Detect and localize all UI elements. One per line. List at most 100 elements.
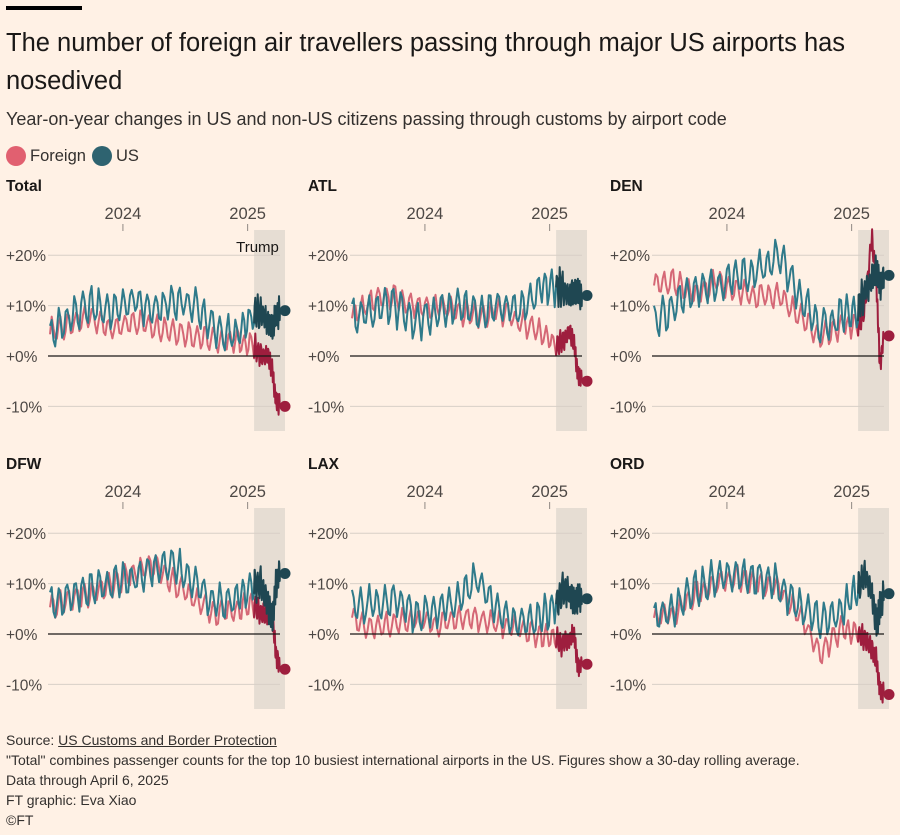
series-line-us: [653, 558, 860, 639]
panel-title: Total: [6, 178, 42, 195]
series-line-foreign: [351, 284, 558, 357]
copyright: ©FT: [6, 812, 34, 828]
x-tick-label: 2024: [709, 205, 746, 223]
y-tick-label: +0%: [610, 349, 642, 366]
panel-title: DFW: [6, 456, 42, 473]
legend-item-foreign: Foreign: [6, 146, 86, 166]
series-line-recent-us: [857, 559, 885, 637]
legend-swatch-us: [91, 146, 112, 166]
series-line-us: [653, 238, 860, 344]
y-tick-label: -10%: [6, 677, 42, 694]
series-line-recent-foreign: [857, 228, 885, 371]
series-line-us: [49, 547, 256, 619]
x-tick-label: 2024: [105, 483, 142, 501]
series-line-recent-us: [857, 254, 885, 322]
x-tick-label: 2025: [229, 483, 266, 501]
series-line-us: [49, 284, 256, 352]
y-tick-label: +10%: [6, 299, 46, 316]
footer: Source: US Customs and Border Protection…: [6, 730, 800, 830]
y-tick-label: +0%: [6, 349, 38, 366]
x-tick-label: 2025: [229, 205, 266, 223]
source-link[interactable]: US Customs and Border Protection: [58, 732, 277, 748]
data-through: Data through April 6, 2025: [6, 772, 169, 788]
end-point-foreign: [279, 400, 291, 412]
brand-bar: [6, 6, 82, 10]
series-line-recent-foreign: [857, 623, 885, 704]
legend-label-us: US: [115, 146, 139, 165]
panel-dfw: +20% +10% +0% -10% 2024 2025 DFW: [6, 456, 291, 709]
end-point-us: [279, 568, 291, 580]
y-tick-label: +20%: [6, 526, 46, 543]
x-tick-label: 2024: [407, 205, 444, 223]
source-line: Source: US Customs and Border Protection: [6, 730, 800, 750]
footnote: "Total" combines passenger counts for th…: [6, 752, 800, 768]
x-tick-label: 2025: [531, 205, 568, 223]
series-line-us: [351, 268, 558, 342]
series-line-recent-us: [253, 560, 281, 632]
series-line-recent-us: [253, 293, 281, 340]
y-tick-label: +20%: [308, 526, 348, 543]
panel-title: DEN: [610, 178, 643, 195]
source-prefix: Source:: [6, 732, 59, 748]
panel-den: +20% +10% +0% -10% 2024 2025 DEN: [610, 178, 895, 431]
end-point-foreign: [279, 663, 291, 675]
end-point-foreign: [581, 375, 593, 387]
end-point-us: [883, 269, 895, 281]
end-point-foreign: [883, 330, 895, 342]
y-tick-label: +20%: [610, 526, 650, 543]
x-tick-label: 2025: [531, 483, 568, 501]
y-tick-label: +0%: [610, 627, 642, 644]
panel-lax: +20% +10% +0% -10% 2024 2025 LAX: [308, 456, 593, 709]
legend-swatch-foreign: [6, 146, 26, 166]
panel-title: ORD: [610, 456, 644, 473]
y-tick-label: +20%: [308, 248, 348, 265]
y-tick-label: -10%: [610, 399, 646, 416]
series-line-recent-foreign: [555, 324, 583, 387]
end-point-foreign: [581, 658, 593, 670]
series-line-recent-foreign: [253, 332, 281, 416]
end-point-us: [581, 290, 593, 302]
y-tick-label: -10%: [308, 677, 344, 694]
legend: Foreign US: [6, 143, 145, 169]
x-tick-label: 2025: [833, 483, 870, 501]
series-line-foreign: [351, 604, 558, 649]
annotation-trump: Trump: [236, 239, 279, 256]
series-line-recent-foreign: [555, 623, 583, 678]
end-point-foreign: [883, 688, 895, 700]
y-tick-label: +10%: [308, 577, 348, 594]
panel-atl: +20% +10% +0% -10% 2024 2025 ATL: [308, 178, 593, 431]
panel-total: +20% +10% +0% -10% 2024 2025 Total Trump: [6, 178, 291, 431]
end-point-us: [883, 588, 895, 600]
legend-item-us: US: [91, 146, 139, 166]
series-line-foreign: [653, 268, 860, 348]
end-point-us: [581, 593, 593, 605]
y-tick-label: -10%: [6, 399, 42, 416]
y-tick-label: +10%: [308, 299, 348, 316]
series-line-recent-us: [555, 266, 583, 311]
x-tick-label: 2024: [105, 205, 142, 223]
x-tick-label: 2025: [833, 205, 870, 223]
x-tick-label: 2024: [709, 483, 746, 501]
end-point-us: [279, 305, 291, 317]
chart-title: The number of foreign air travellers pas…: [6, 29, 846, 95]
panel-title: ATL: [308, 178, 337, 195]
y-tick-label: +20%: [6, 248, 46, 265]
graphic-credit: FT graphic: Eva Xiao: [6, 792, 137, 808]
y-tick-label: +10%: [610, 577, 650, 594]
x-tick-label: 2024: [407, 483, 444, 501]
y-tick-label: +10%: [610, 299, 650, 316]
series-line-recent-us: [555, 571, 583, 616]
y-tick-label: +0%: [308, 349, 340, 366]
y-tick-label: +10%: [6, 577, 46, 594]
panel-ord: +20% +10% +0% -10% 2024 2025 ORD: [610, 456, 895, 709]
panel-title: LAX: [308, 456, 340, 473]
legend-label-foreign: Foreign: [30, 146, 86, 165]
series-line-us: [351, 562, 558, 637]
y-tick-label: +0%: [308, 627, 340, 644]
y-tick-label: -10%: [308, 399, 344, 416]
y-tick-label: +20%: [610, 248, 650, 265]
chart-subtitle: Year-on-year changes in US and non-US ci…: [6, 109, 727, 129]
y-tick-label: -10%: [610, 677, 646, 694]
y-tick-label: +0%: [6, 627, 38, 644]
